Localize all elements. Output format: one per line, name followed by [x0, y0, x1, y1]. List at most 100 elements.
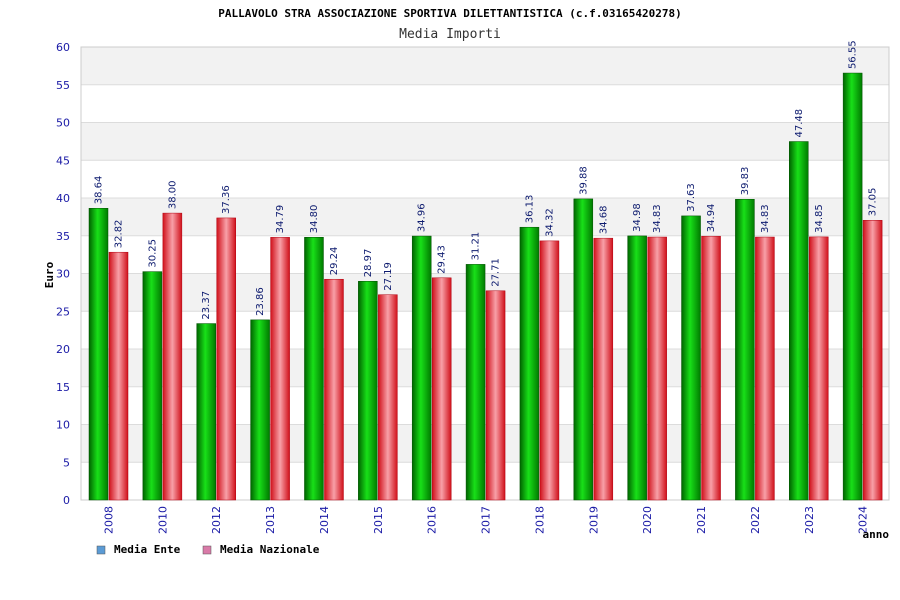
data-label: 38.00: [167, 180, 178, 209]
grid-band: [81, 160, 889, 198]
y-axis-label: Euro: [43, 261, 56, 288]
y-tick-label: 55: [56, 79, 70, 92]
bar-nazionale: [809, 236, 829, 501]
data-label: 29.24: [329, 247, 340, 276]
x-tick-label: 2012: [210, 506, 223, 534]
bar-ente: [627, 235, 647, 501]
chart-subtitle: Media Importi: [399, 27, 501, 42]
data-label: 23.86: [255, 287, 266, 316]
bar-ente: [411, 235, 432, 501]
data-labels: 38.64 32.82 30.25 38.00 23.37 37.36 23.86 34.79…: [94, 40, 879, 319]
bar-ente: [196, 323, 216, 501]
chart-title: PALLAVOLO STRA ASSOCIAZIONE SPORTIVA DIL…: [218, 7, 682, 20]
legend-swatch-nazionale: [202, 545, 212, 555]
x-tick-label: 2008: [103, 506, 116, 534]
bar-ente: [573, 198, 594, 501]
y-tick-label: 30: [56, 268, 70, 281]
y-tick-label: 45: [56, 154, 70, 167]
y-tick-label: 35: [56, 230, 70, 243]
x-tick-label: 2021: [695, 506, 708, 534]
bar-nazionale: [216, 217, 236, 501]
y-tick-label: 40: [56, 192, 70, 205]
bar-nazionale: [862, 220, 883, 501]
bar-nazionale: [162, 212, 183, 501]
bar-ente: [142, 271, 163, 501]
bar-ente: [358, 281, 378, 501]
legend-swatch-ente: [96, 545, 106, 555]
data-label: 37.05: [868, 188, 879, 217]
bar-nazionale: [647, 236, 667, 501]
bar-ente: [842, 72, 863, 501]
x-tick-label: 2018: [533, 506, 546, 534]
x-tick-label: 2010: [156, 506, 169, 534]
bar-nazionale: [701, 235, 721, 501]
data-label: 34.83: [652, 204, 663, 233]
grid-band: [81, 122, 889, 161]
y-tick-label: 20: [56, 343, 70, 356]
x-tick-label: 2014: [318, 506, 331, 534]
x-tick-label: 2016: [426, 506, 439, 534]
bar-nazionale: [593, 237, 614, 501]
data-label: 34.96: [417, 203, 428, 232]
grid-band: [81, 47, 889, 85]
data-label: 39.88: [578, 166, 589, 195]
data-label: 36.13: [524, 195, 535, 224]
x-tick-label: 2017: [480, 506, 493, 534]
data-label: 34.94: [706, 204, 717, 233]
data-label: 47.48: [794, 109, 805, 138]
bar-nazionale: [431, 277, 452, 501]
data-label: 34.83: [760, 204, 771, 233]
y-tick-label: 0: [63, 494, 70, 507]
x-tick-label: 2023: [803, 506, 816, 534]
bar-nazionale: [755, 236, 775, 501]
data-label: 37.63: [686, 183, 697, 212]
data-label: 32.82: [114, 220, 125, 249]
y-tick-label: 25: [56, 305, 70, 318]
data-label: 56.55: [848, 40, 859, 69]
bar-nazionale: [270, 237, 290, 501]
bars: [88, 72, 883, 501]
data-label: 38.64: [94, 176, 105, 205]
y-tick-label: 50: [56, 117, 70, 130]
x-tick-label: 2013: [264, 506, 277, 534]
legend-label-ente: Media Ente: [114, 543, 181, 556]
bar-nazionale: [378, 294, 398, 501]
data-label: 31.21: [471, 232, 482, 261]
bar-nazionale: [539, 240, 560, 501]
data-label: 34.85: [814, 204, 825, 233]
data-label: 28.97: [363, 249, 374, 278]
bar-nazionale: [485, 290, 506, 501]
data-label: 37.36: [221, 185, 232, 214]
bar-ente: [681, 215, 701, 501]
data-label: 34.98: [632, 203, 643, 232]
data-label: 30.25: [147, 239, 158, 268]
bar-ente: [88, 208, 109, 501]
data-label: 34.79: [275, 205, 286, 234]
data-label: 29.43: [437, 245, 448, 274]
bar-ente: [250, 319, 270, 501]
x-tick-label: 2019: [587, 506, 600, 534]
grid-band: [81, 84, 889, 123]
y-tick-label: 5: [63, 456, 70, 469]
x-tick-label: 2024: [857, 506, 870, 534]
data-label: 34.32: [544, 208, 555, 237]
x-tick-label: 2015: [372, 506, 385, 534]
x-tick-label: 2020: [641, 506, 654, 534]
data-label: 23.37: [201, 291, 212, 320]
x-axis-label: anno: [863, 528, 890, 541]
bar-nazionale: [108, 251, 129, 501]
bar-ente: [519, 226, 540, 501]
y-axis-ticks: 0 5 10 15 20 25 30 35 40 45 50 55 60: [56, 41, 70, 507]
bar-ente: [789, 141, 809, 501]
y-tick-label: 10: [56, 419, 70, 432]
data-label: 27.19: [383, 262, 394, 291]
bar-ente: [735, 199, 755, 501]
bar-ente: [465, 264, 486, 501]
legend-label-nazionale: Media Nazionale: [220, 543, 320, 556]
data-label: 34.68: [598, 206, 609, 235]
bar-ente: [304, 237, 324, 501]
x-axis-ticks: 2008 2010 2012 2013 2014 2015 2016 2017 2018 2019…: [103, 506, 870, 534]
y-tick-label: 60: [56, 41, 70, 54]
bar-nazionale: [324, 278, 344, 501]
